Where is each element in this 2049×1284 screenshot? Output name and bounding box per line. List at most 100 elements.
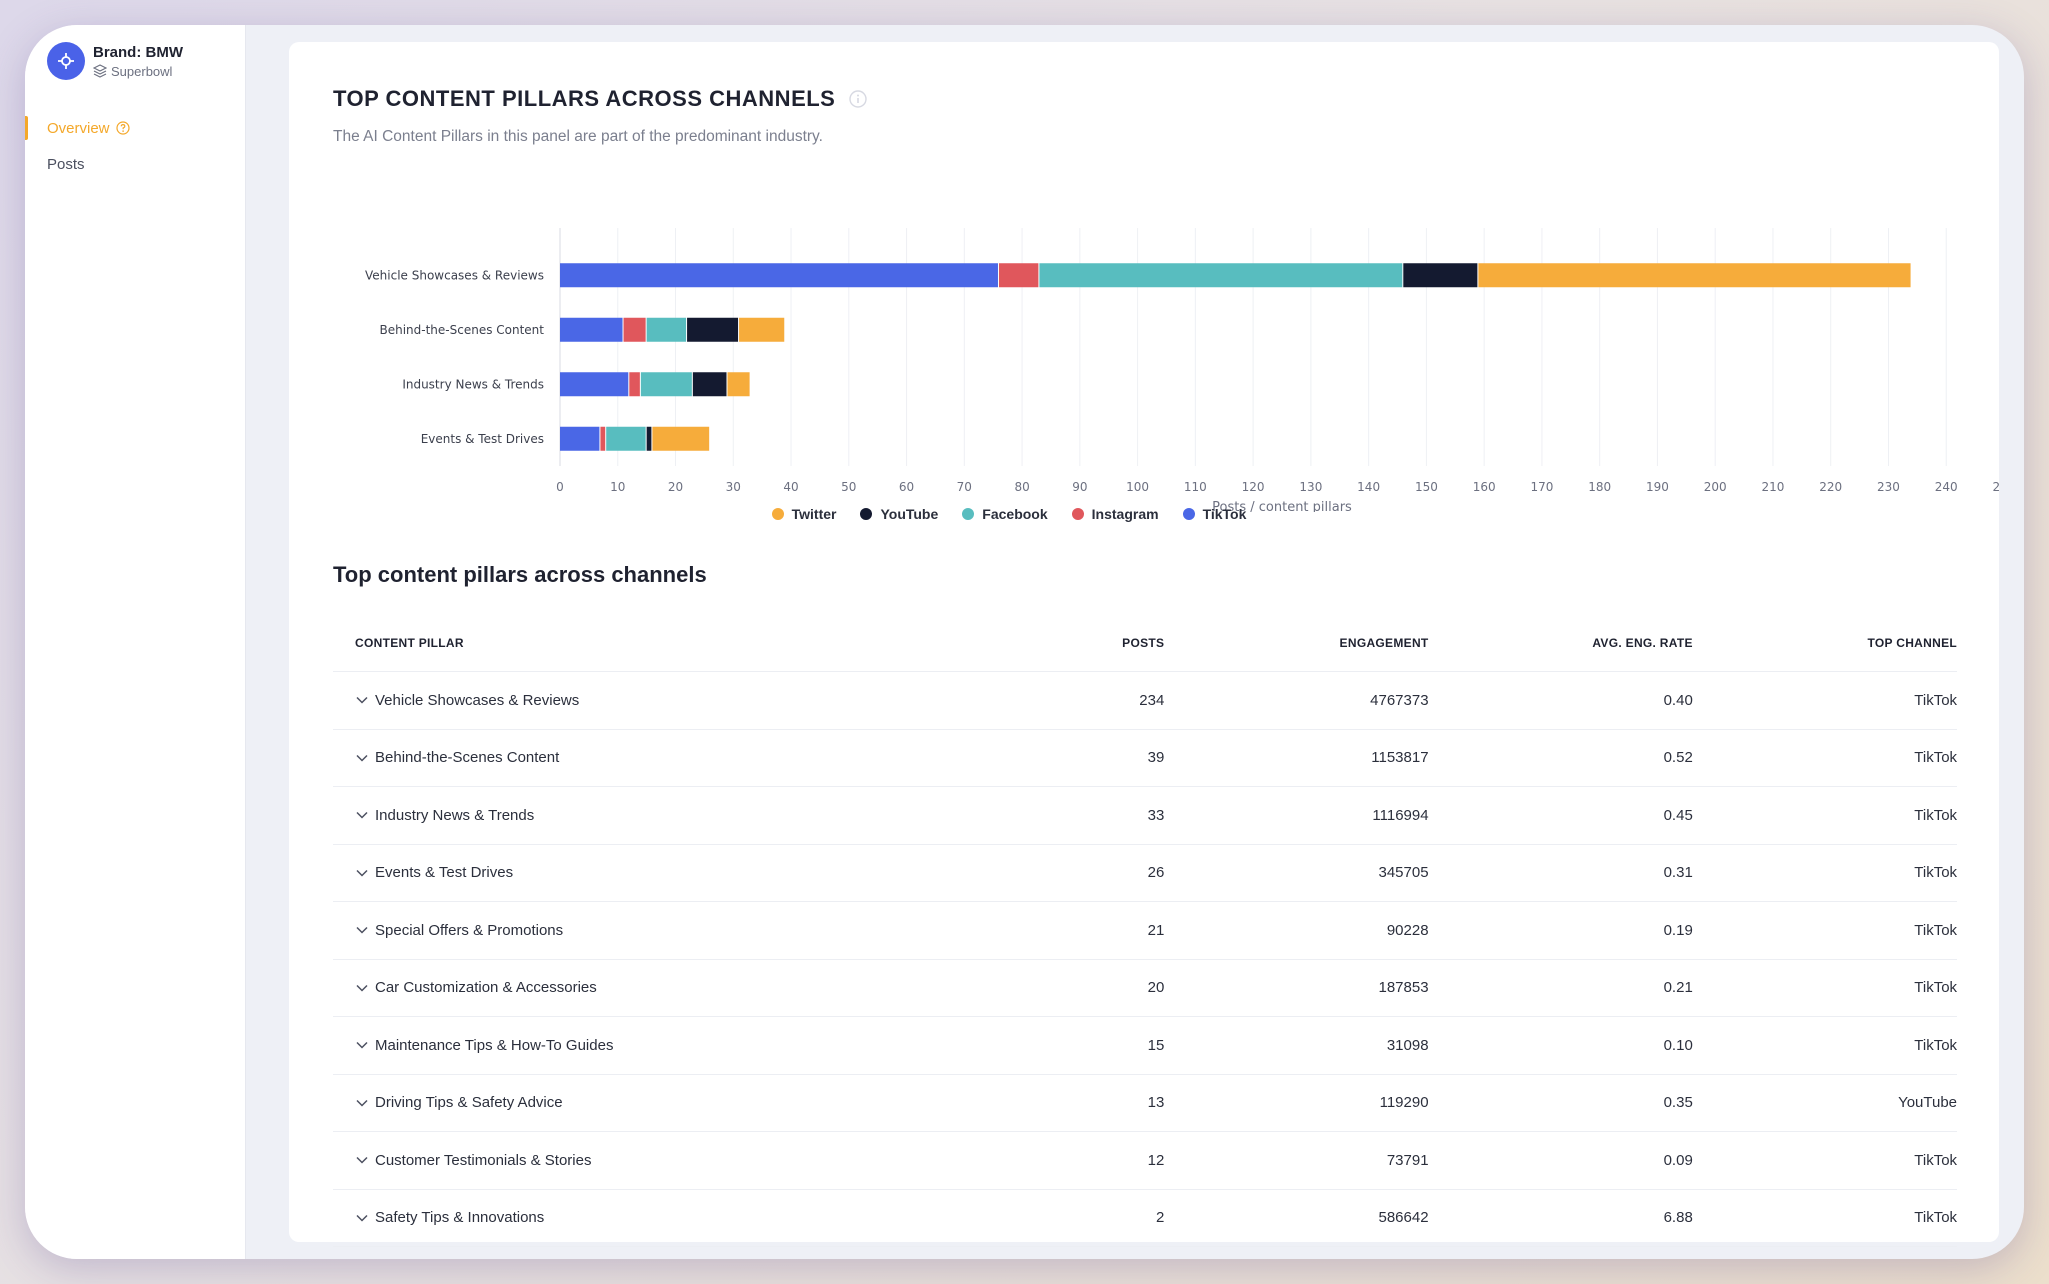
bar-facebook[interactable] [1039,263,1403,288]
cell-pillar[interactable]: Special Offers & Promotions [333,922,1103,939]
cell-engagement: 31098 [1386,1036,1429,1054]
chevron-down-icon[interactable] [355,1153,369,1167]
bar-twitter[interactable] [727,372,750,397]
table-row[interactable]: Customer Testimonials & Stories 12 73791 0.… [333,1132,1957,1190]
cell-pillar[interactable]: Industry News & Trends [333,807,1103,824]
cell-avg-eng-rate: 0.09 [1663,1151,1693,1169]
stacked-bar-chart: 0 10 20 30 40 50 60 70 80 90 100 110 120 130 140 150 160… [289,212,2015,542]
header-posts[interactable]: POSTS [1122,635,1165,650]
legend-item-tiktok[interactable]: TikTok [1182,506,1247,522]
chevron-down-icon[interactable] [355,808,369,822]
header-top-channel[interactable]: TOP CHANNEL [1867,635,1958,650]
cell-engagement: 4767373 [1370,691,1429,709]
header-engagement[interactable]: ENGAGEMENT [1339,635,1429,650]
table-row[interactable]: Special Offers & Promotions 21 90228 0.19 Ti… [333,902,1957,960]
bar-facebook[interactable] [646,317,687,342]
bar-tiktok[interactable] [560,372,629,397]
table-row[interactable]: Driving Tips & Safety Advice 13 119290 0.35… [333,1075,1957,1132]
cell-pillar[interactable]: Events & Test Drives [333,864,1103,881]
cell-engagement: 119290 [1379,1094,1429,1112]
bar-instagram[interactable] [629,372,640,397]
cell-avg-eng-rate: 0.40 [1663,691,1693,709]
cell-top-channel: TikTok [1914,691,1958,709]
bar-facebook[interactable] [640,372,692,397]
cell-avg-eng-rate: 6.88 [1663,1209,1693,1227]
pillar-name: Industry News & Trends [375,806,535,824]
bar-youtube[interactable] [1403,263,1478,288]
bar-facebook[interactable] [606,426,646,451]
chevron-down-icon[interactable] [355,1211,369,1225]
cell-pillar[interactable]: Behind-the-Scenes Content [333,749,1103,766]
x-tick-label: 140 [1357,480,1380,494]
table-row[interactable]: Maintenance Tips & How-To Guides 15 31098 0… [333,1017,1957,1075]
sidebar: Brand: BMW Superbowl Overview [25,25,246,1259]
bar-youtube[interactable] [646,426,652,451]
table-row[interactable]: Industry News & Trends 33 1116994 0.45 TikTo… [333,787,1957,845]
chevron-down-icon[interactable] [355,751,369,765]
x-tick-label: 190 [1646,480,1669,494]
cell-posts: 21 [1147,921,1165,939]
bar-instagram[interactable] [600,426,606,451]
table-row[interactable]: Vehicle Showcases & Reviews 234 4767373 0.4… [333,672,1957,730]
brand-avatar [47,42,85,80]
pillar-name: Vehicle Showcases & Reviews [375,691,580,709]
bar-twitter[interactable] [652,426,710,451]
chevron-down-icon[interactable] [355,981,369,995]
sidebar-item-overview[interactable]: Overview [25,110,245,146]
cell-top-channel: TikTok [1914,921,1958,939]
chevron-down-icon[interactable] [355,923,369,937]
cell-engagement: 187853 [1378,979,1429,997]
legend-item-youtube[interactable]: YouTube [860,506,938,522]
pillar-name: Car Customization & Accessories [375,979,597,997]
x-tick-label: 60 [899,480,914,494]
table-row[interactable]: Car Customization & Accessories 20 187853 0… [333,960,1957,1017]
cell-pillar[interactable]: Car Customization & Accessories [333,979,1103,996]
cell-engagement: 90228 [1386,921,1429,939]
x-tick-label: 20 [668,480,683,494]
legend-dot [1071,508,1084,520]
legend-item-facebook[interactable]: Facebook [962,506,1048,522]
x-tick-label: 0 [556,480,564,494]
legend-item-instagram[interactable]: Instagram [1071,506,1159,522]
cell-pillar[interactable]: Safety Tips & Innovations [333,1209,1103,1226]
chevron-down-icon[interactable] [355,866,369,880]
bar-tiktok[interactable] [560,263,998,288]
cell-pillar[interactable]: Customer Testimonials & Stories [333,1152,1103,1169]
table-body: Vehicle Showcases & Reviews 234 4767373 0.4… [333,672,1957,1247]
x-tick-label: 200 [1704,480,1727,494]
cell-top-channel: TikTok [1914,1151,1958,1169]
bar-tiktok[interactable] [560,317,623,342]
table-row[interactable]: Safety Tips & Innovations 2 586642 6.88 TikT… [333,1190,1957,1247]
legend-item-twitter[interactable]: Twitter [771,506,836,522]
sidebar-item-label: Posts [47,155,85,173]
cell-pillar[interactable]: Driving Tips & Safety Advice [333,1094,1103,1111]
bar-twitter[interactable] [1478,263,1911,288]
bar-instagram[interactable] [623,317,646,342]
table-row[interactable]: Events & Test Drives 26 345705 0.31 TikTok [333,845,1957,902]
header-content-pillar[interactable]: CONTENT PILLAR [355,635,464,650]
bar-youtube[interactable] [692,372,727,397]
sidebar-item-posts[interactable]: Posts [25,146,245,182]
cell-pillar[interactable]: Maintenance Tips & How-To Guides [333,1037,1103,1054]
help-circle-icon[interactable] [115,121,130,135]
bar-youtube[interactable] [687,317,739,342]
sidebar-item-label: Overview [47,119,110,137]
chevron-down-icon[interactable] [355,1096,369,1110]
legend-label: TikTok [1202,506,1247,522]
x-tick-label: 80 [1014,480,1029,494]
cell-pillar[interactable]: Vehicle Showcases & Reviews [333,692,1103,709]
cell-avg-eng-rate: 0.45 [1663,806,1693,824]
pillars-table: CONTENT PILLAR POSTS ENGAGEMENT AVG. ENG… [333,614,1957,1247]
table-row[interactable]: Behind-the-Scenes Content 39 1153817 0.52 Ti… [333,730,1957,787]
chevron-down-icon[interactable] [355,693,369,707]
chevron-down-icon[interactable] [355,1038,369,1052]
brand-switcher[interactable]: Brand: BMW Superbowl [47,42,183,80]
cell-posts: 20 [1147,979,1165,997]
bar-tiktok[interactable] [560,426,600,451]
x-tick-label: 210 [1762,480,1785,494]
cell-avg-eng-rate: 0.31 [1663,864,1693,882]
header-avg-eng-rate[interactable]: AVG. ENG. RATE [1592,635,1693,650]
info-icon[interactable] [849,90,868,108]
bar-twitter[interactable] [739,317,785,342]
bar-instagram[interactable] [998,263,1039,288]
